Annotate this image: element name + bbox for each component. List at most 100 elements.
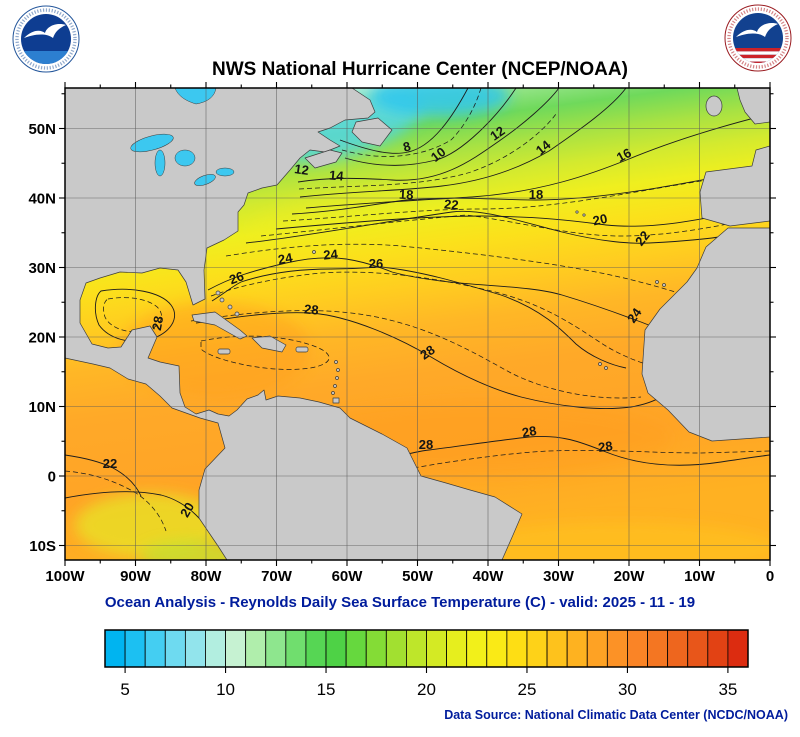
colorbar-cell <box>446 629 468 668</box>
canary-island <box>662 283 666 287</box>
lon-label: 70W <box>261 568 293 585</box>
map-frame <box>64 87 771 561</box>
bahamas-island <box>227 304 233 310</box>
colorbar-tick-label: 5 <box>120 680 129 699</box>
antilles-island <box>336 368 340 372</box>
contour-label: 18 <box>399 187 414 203</box>
lon-label: 100W <box>45 568 85 585</box>
data-source: Data Source: National Climatic Data Cent… <box>444 708 788 722</box>
colorbar-cell <box>566 629 588 668</box>
colorbar-cell <box>526 629 548 668</box>
puerto-rico <box>295 346 309 353</box>
nws-logo-ring-text <box>727 7 789 69</box>
colorbar: 5 10 15 20 25 30 35 <box>104 629 749 699</box>
lake-huron <box>174 149 196 167</box>
colorbar-tick-label: 15 <box>317 680 336 699</box>
lon-label: 10W <box>684 568 716 585</box>
antilles-island <box>335 376 339 380</box>
contour-label: 28 <box>521 423 538 440</box>
contour-label: 26 <box>227 268 246 287</box>
contour-label: 12 <box>487 123 507 144</box>
colorbar-cells <box>104 629 749 668</box>
contour-label: 28 <box>597 438 613 455</box>
contour-label: 22 <box>103 456 117 471</box>
trinidad <box>332 397 340 404</box>
colorbar-cell <box>365 629 387 668</box>
colorbar-cell <box>647 629 669 668</box>
colorbar-cell <box>265 629 287 668</box>
colorbar-cell <box>486 629 508 668</box>
nws-logo <box>724 4 792 72</box>
lat-label: 10S <box>29 538 56 555</box>
lon-label: 90W <box>120 568 152 585</box>
colorbar-cell <box>164 629 186 668</box>
azores-island <box>582 213 586 217</box>
lake-superior <box>130 133 174 153</box>
canary-island <box>655 280 659 284</box>
colorbar-cell <box>727 629 749 668</box>
isotherms-dashed <box>65 88 770 532</box>
colorbar-cell <box>245 629 267 668</box>
bahamas-island <box>219 297 225 303</box>
colorbar-cell <box>546 629 568 668</box>
lon-label: 30W <box>543 568 575 585</box>
colorbar-cell <box>285 629 307 668</box>
lat-label: 40N <box>28 191 56 208</box>
colorbar-tick-label: 35 <box>718 680 737 699</box>
contour-label: 16 <box>614 145 634 165</box>
contour-label: 24 <box>277 250 295 267</box>
contour-label: 14 <box>329 167 345 183</box>
nws-stripe <box>733 58 783 62</box>
newfoundland <box>351 117 393 147</box>
bermuda <box>312 250 316 254</box>
lon-label: 20W <box>614 568 646 585</box>
contour-label: 24 <box>323 246 339 262</box>
lat-label: 20N <box>28 330 56 347</box>
ireland <box>705 95 723 117</box>
britain <box>736 88 770 125</box>
colorbar-cell <box>225 629 247 668</box>
nws-stripe <box>733 54 783 59</box>
lake-michigan <box>154 149 166 177</box>
azores-island <box>575 210 579 214</box>
colorbar-cell <box>707 629 729 668</box>
colorbar-cell <box>506 629 528 668</box>
colorbar-cell <box>104 629 126 668</box>
colorbar-cell <box>124 629 146 668</box>
colorbar-cell <box>687 629 709 668</box>
colorbar-cell <box>426 629 447 668</box>
jamaica <box>217 348 231 355</box>
noaa-gull-icon <box>24 23 66 38</box>
lat-label: 0 <box>48 469 56 486</box>
antilles-island <box>334 360 338 364</box>
lake-ontario <box>215 167 235 177</box>
contour-label: 12 <box>293 161 309 178</box>
contour-label: 28 <box>417 342 437 363</box>
lon-label: 60W <box>332 568 364 585</box>
americas-landmass <box>65 88 523 560</box>
nws-stripe <box>733 51 783 55</box>
colorbar-cell <box>667 629 689 668</box>
noaa-logo-ring-text <box>15 8 77 70</box>
bahamas-island <box>234 311 240 317</box>
nws-stripe <box>733 61 783 63</box>
contour-label: 26 <box>369 256 383 271</box>
noaa-logo <box>12 5 80 73</box>
lon-label: 40W <box>473 568 505 585</box>
lon-label: 80W <box>191 568 223 585</box>
colorbar-tick-label: 10 <box>216 680 235 699</box>
colorbar-cell <box>305 629 327 668</box>
contour-label: 28 <box>304 301 320 317</box>
colorbar-cell <box>606 629 628 668</box>
map-caption: Ocean Analysis - Reynolds Daily Sea Surf… <box>105 594 695 611</box>
antilles-island <box>333 384 337 388</box>
colorbar-cell <box>144 629 166 668</box>
sst-blobs <box>75 88 770 560</box>
lon-label: 50W <box>402 568 434 585</box>
colorbar-cell <box>466 629 488 668</box>
hispaniola <box>251 335 287 353</box>
page-title: NWS National Hurricane Center (NCEP/NOAA… <box>212 59 628 80</box>
colorbar-cell <box>184 629 206 668</box>
